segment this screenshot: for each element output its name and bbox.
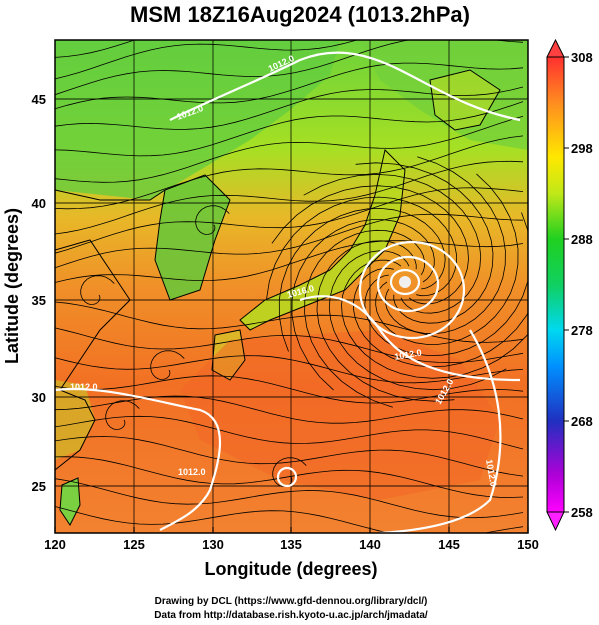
streamline xyxy=(355,162,494,324)
y-tick-label: 40 xyxy=(32,196,46,211)
plot-area: 1012.0 1012.0 1016.0 1012.0 1012.0 1012.… xyxy=(55,40,528,533)
streamline xyxy=(55,135,524,210)
cyclone-isobar-2 xyxy=(376,255,440,313)
streamline xyxy=(195,205,230,235)
streamline xyxy=(150,350,185,380)
streamline xyxy=(55,240,524,283)
warm-ocean-band xyxy=(180,330,500,500)
colorbar-tick-label: 278 xyxy=(571,323,593,338)
x-tick-label: 150 xyxy=(517,537,539,552)
northern-cool-region xyxy=(55,40,340,200)
credit-data: Data from http://database.rish.kyoto-u.a… xyxy=(154,610,428,621)
streamline xyxy=(55,355,524,384)
isobar-coast xyxy=(299,295,521,382)
isobars xyxy=(55,51,521,533)
streamline xyxy=(55,160,524,235)
korea-peninsula xyxy=(155,175,230,300)
coastlines xyxy=(55,69,501,526)
streamline xyxy=(55,187,524,254)
contour-label: 1012.0 xyxy=(178,467,206,477)
isobar-east xyxy=(379,329,502,533)
streamline xyxy=(55,40,359,80)
cyclone-center xyxy=(399,276,411,288)
streamline xyxy=(55,327,524,364)
streamline xyxy=(55,40,524,96)
x-tick-label: 130 xyxy=(202,537,224,552)
streamline xyxy=(80,275,115,305)
streamline xyxy=(55,478,524,519)
low-center-south xyxy=(276,466,298,488)
x-tick-label: 120 xyxy=(44,537,66,552)
colorbar-max-triangle xyxy=(546,38,565,58)
streamline xyxy=(55,395,524,424)
streamline xyxy=(291,219,435,391)
contour-label: 1012.0 xyxy=(70,382,98,392)
colorbar-tick-label: 308 xyxy=(571,50,593,65)
streamline xyxy=(55,115,524,183)
japan-honshu xyxy=(240,150,405,330)
cyclone-isobar-inner xyxy=(389,268,421,296)
x-tick-label: 145 xyxy=(438,537,460,552)
streamline xyxy=(304,229,426,408)
colorbar-tick-label: 258 xyxy=(571,505,593,520)
x-axis: 120 125 130 135 140 145 150 xyxy=(44,527,539,552)
isobar-north xyxy=(169,51,521,122)
colorbar-tick-label: 288 xyxy=(571,232,593,247)
streamline xyxy=(272,457,307,487)
x-axis-title: Longitude (degrees) xyxy=(204,559,377,579)
streamline xyxy=(55,506,524,533)
colorbar-tick-label: 298 xyxy=(571,141,593,156)
x-tick-label: 135 xyxy=(280,537,302,552)
streamline xyxy=(271,185,469,305)
y-tick-label: 30 xyxy=(32,390,46,405)
y-tick-label: 25 xyxy=(32,479,46,494)
streamline xyxy=(266,196,457,300)
streamline xyxy=(328,250,507,391)
streamline xyxy=(105,400,140,430)
streamline xyxy=(364,212,528,357)
streamline xyxy=(55,456,524,498)
y-axis-title: Latitude (degrees) xyxy=(2,208,22,364)
streamline xyxy=(341,259,528,379)
streamline xyxy=(55,62,524,110)
y-tick-label: 45 xyxy=(32,92,46,107)
y-axis: 25 30 35 40 45 xyxy=(32,92,46,494)
contour-label: 1012.0 xyxy=(484,459,499,488)
colorbar-min-triangle xyxy=(546,511,565,532)
streamline xyxy=(55,213,524,269)
streamline xyxy=(278,207,446,352)
streamline xyxy=(55,436,524,477)
colorbar: 258 268 278 288 298 308 xyxy=(546,38,593,532)
cyclone-isobar-3 xyxy=(358,240,466,340)
x-tick-label: 125 xyxy=(123,537,145,552)
streamline xyxy=(55,86,524,130)
streamline xyxy=(375,173,519,345)
y-tick-label: 35 xyxy=(32,293,46,308)
map-title: MSM 18Z16Aug2024 (1013.2hPa) xyxy=(130,2,470,27)
streamline xyxy=(353,267,528,368)
isobar-south xyxy=(55,387,221,531)
streamline xyxy=(303,173,482,314)
streamline xyxy=(55,375,524,404)
taiwan xyxy=(60,478,80,525)
contour-label: 1012.0 xyxy=(394,347,423,362)
streamline xyxy=(55,415,524,450)
streamline xyxy=(316,240,455,402)
colorbar-gradient xyxy=(546,56,565,513)
streamline xyxy=(55,101,524,157)
colorbar-tick-label: 268 xyxy=(571,414,593,429)
wind-streamlines xyxy=(55,40,528,533)
streamline xyxy=(384,156,506,335)
japan-hokkaido xyxy=(430,70,500,130)
x-tick-label: 140 xyxy=(359,537,381,552)
streamline xyxy=(55,301,524,343)
credit-drawing: Drawing by DCL (https://www.gfd-dennou.o… xyxy=(155,596,428,607)
